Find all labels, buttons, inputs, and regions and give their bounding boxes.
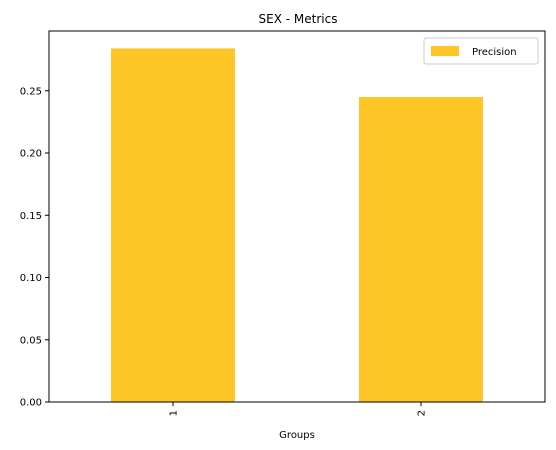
x-axis-label: Groups xyxy=(279,430,315,441)
plot-frame xyxy=(48,30,546,403)
y-tick-label: 0.10 xyxy=(20,273,42,284)
legend-box xyxy=(423,37,539,65)
x-tick-label: 2 xyxy=(417,410,428,416)
bars xyxy=(111,48,483,403)
legend-label-precision: Precision xyxy=(472,47,517,58)
x-tick-label: 1 xyxy=(169,410,180,416)
y-tick-label: 0.20 xyxy=(20,149,42,160)
legend-swatch-precision xyxy=(431,46,459,56)
y-tick-label: 0.05 xyxy=(20,335,42,346)
y-tick-label: 0.15 xyxy=(20,211,42,222)
legend: Precision xyxy=(423,37,539,65)
bar-2 xyxy=(359,96,483,403)
bar-1 xyxy=(111,48,235,402)
y-tick-label: 0.00 xyxy=(20,398,42,409)
y-tick-label: 0.25 xyxy=(20,86,42,97)
y-axis-ticks: 0.00 0.05 0.10 0.15 0.20 0.25 xyxy=(20,86,49,409)
chart-title: SEX - Metrics xyxy=(259,12,338,26)
